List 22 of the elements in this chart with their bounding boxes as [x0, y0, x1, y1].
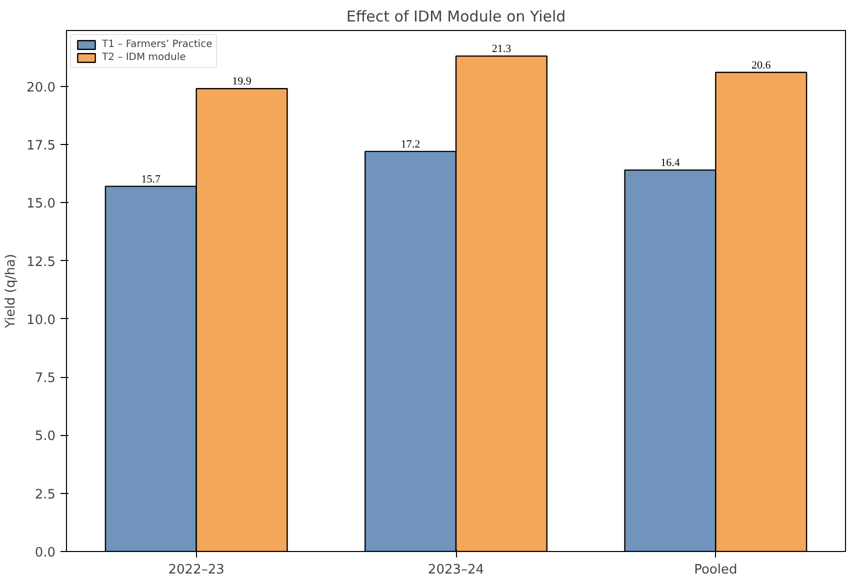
y-tick-label: 20.0 — [26, 80, 56, 96]
y-tick-label: 10.0 — [26, 312, 56, 328]
y-tick-label: 5.0 — [34, 429, 56, 444]
y-axis-title: Yield (q/ha) — [4, 254, 19, 330]
legend-label: T2 – IDM module — [102, 52, 186, 63]
data-label: 19.9 — [232, 76, 252, 88]
chart-title: Effect of IDM Module on Yield — [346, 8, 566, 26]
y-tick-label: 17.5 — [26, 138, 56, 154]
y-tick-label: 2.5 — [34, 487, 56, 502]
data-label: 21.3 — [492, 43, 512, 56]
y-tick-label: 7.5 — [34, 371, 56, 386]
y-tick-label: 12.5 — [26, 254, 56, 270]
data-label: 20.6 — [751, 59, 772, 72]
legend-label: T1 – Farmers’ Practice — [102, 39, 212, 50]
data-label: 16.4 — [660, 157, 680, 170]
y-tick-label: 0.0 — [34, 546, 56, 560]
y-tick-label: 15.0 — [26, 196, 56, 212]
data-label: 15.7 — [141, 173, 162, 186]
data-label: 17.2 — [400, 138, 420, 150]
x-tick-label: 2022–23 — [168, 562, 224, 578]
x-tick-label: 2023–24 — [428, 562, 484, 578]
x-tick-label: Pooled — [694, 562, 738, 578]
